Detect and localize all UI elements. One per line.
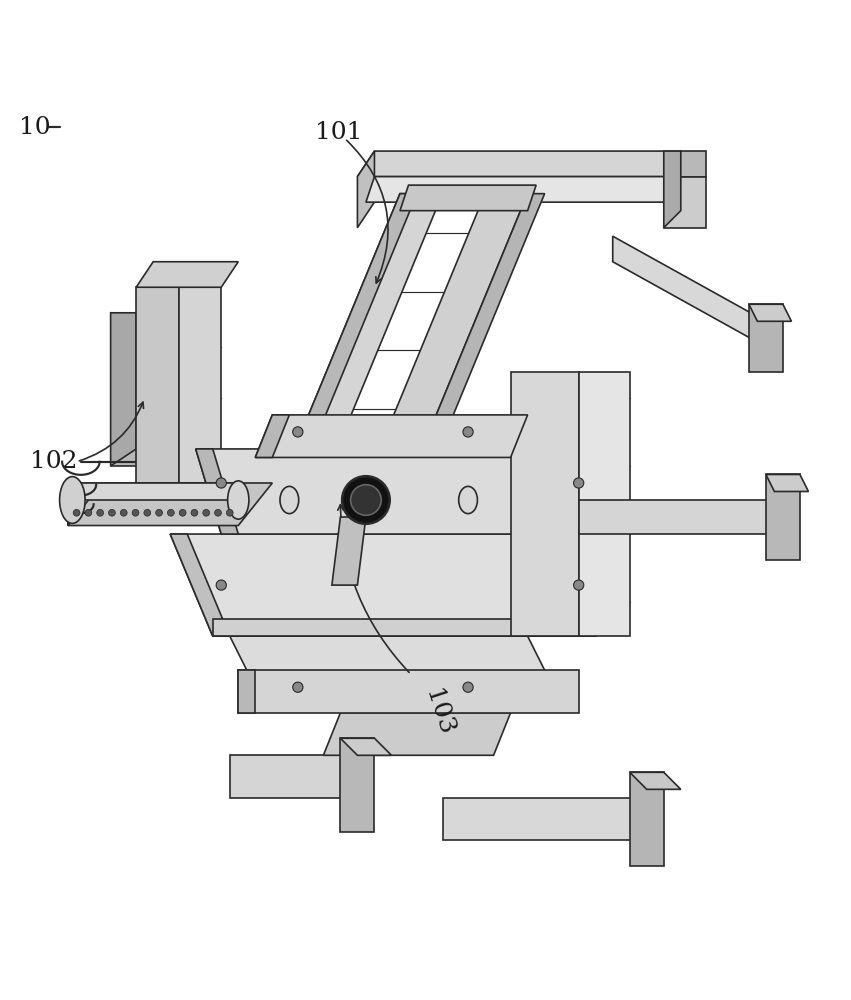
Polygon shape bbox=[579, 372, 630, 636]
Polygon shape bbox=[170, 534, 230, 636]
Polygon shape bbox=[664, 151, 681, 228]
Polygon shape bbox=[68, 483, 238, 500]
Polygon shape bbox=[400, 185, 536, 211]
Text: 101: 101 bbox=[315, 121, 363, 144]
Polygon shape bbox=[255, 415, 289, 457]
Circle shape bbox=[463, 682, 473, 692]
Circle shape bbox=[216, 580, 226, 590]
Circle shape bbox=[203, 509, 209, 516]
Polygon shape bbox=[443, 798, 647, 840]
Polygon shape bbox=[749, 304, 791, 321]
Polygon shape bbox=[630, 772, 664, 866]
Polygon shape bbox=[196, 449, 579, 534]
Circle shape bbox=[180, 509, 186, 516]
Circle shape bbox=[574, 580, 584, 590]
Circle shape bbox=[156, 509, 163, 516]
Circle shape bbox=[132, 509, 139, 516]
Ellipse shape bbox=[228, 481, 249, 519]
Polygon shape bbox=[68, 483, 102, 526]
Circle shape bbox=[574, 478, 584, 488]
Polygon shape bbox=[579, 500, 783, 534]
Polygon shape bbox=[323, 713, 511, 755]
Polygon shape bbox=[238, 670, 255, 713]
Polygon shape bbox=[238, 670, 579, 713]
Polygon shape bbox=[357, 151, 374, 228]
Circle shape bbox=[216, 478, 226, 488]
Polygon shape bbox=[332, 517, 366, 585]
Polygon shape bbox=[366, 194, 545, 585]
Circle shape bbox=[120, 509, 127, 516]
Polygon shape bbox=[230, 636, 553, 687]
Polygon shape bbox=[136, 287, 179, 483]
Circle shape bbox=[85, 509, 92, 516]
Polygon shape bbox=[323, 194, 528, 585]
Polygon shape bbox=[664, 151, 706, 177]
Polygon shape bbox=[366, 177, 681, 202]
Circle shape bbox=[97, 509, 104, 516]
Polygon shape bbox=[170, 534, 596, 636]
Circle shape bbox=[109, 509, 116, 516]
Circle shape bbox=[191, 509, 197, 516]
Polygon shape bbox=[357, 151, 681, 177]
Polygon shape bbox=[238, 194, 443, 585]
Polygon shape bbox=[511, 372, 579, 636]
Circle shape bbox=[342, 476, 390, 524]
Circle shape bbox=[293, 682, 303, 692]
Polygon shape bbox=[766, 474, 800, 560]
Polygon shape bbox=[238, 194, 417, 585]
Polygon shape bbox=[136, 262, 238, 287]
Ellipse shape bbox=[280, 486, 299, 514]
Polygon shape bbox=[613, 236, 766, 347]
Circle shape bbox=[463, 427, 473, 437]
Polygon shape bbox=[340, 738, 391, 755]
Text: 102: 102 bbox=[30, 450, 77, 473]
Circle shape bbox=[73, 509, 80, 516]
Polygon shape bbox=[111, 313, 153, 466]
Circle shape bbox=[351, 485, 381, 515]
Polygon shape bbox=[111, 313, 136, 466]
Polygon shape bbox=[766, 474, 808, 491]
Ellipse shape bbox=[60, 477, 85, 523]
Circle shape bbox=[168, 509, 174, 516]
Circle shape bbox=[226, 509, 233, 516]
Text: 103: 103 bbox=[420, 687, 456, 739]
Polygon shape bbox=[664, 177, 706, 228]
Polygon shape bbox=[630, 772, 681, 789]
Circle shape bbox=[293, 427, 303, 437]
Polygon shape bbox=[196, 449, 238, 534]
Polygon shape bbox=[213, 619, 596, 636]
Polygon shape bbox=[255, 415, 528, 457]
Polygon shape bbox=[340, 738, 374, 832]
Circle shape bbox=[214, 509, 221, 516]
Circle shape bbox=[144, 509, 151, 516]
Polygon shape bbox=[68, 483, 272, 526]
Text: 10: 10 bbox=[19, 116, 50, 139]
Polygon shape bbox=[179, 287, 221, 483]
Polygon shape bbox=[749, 304, 783, 372]
Polygon shape bbox=[230, 755, 357, 798]
Polygon shape bbox=[136, 483, 238, 500]
Ellipse shape bbox=[459, 486, 477, 514]
